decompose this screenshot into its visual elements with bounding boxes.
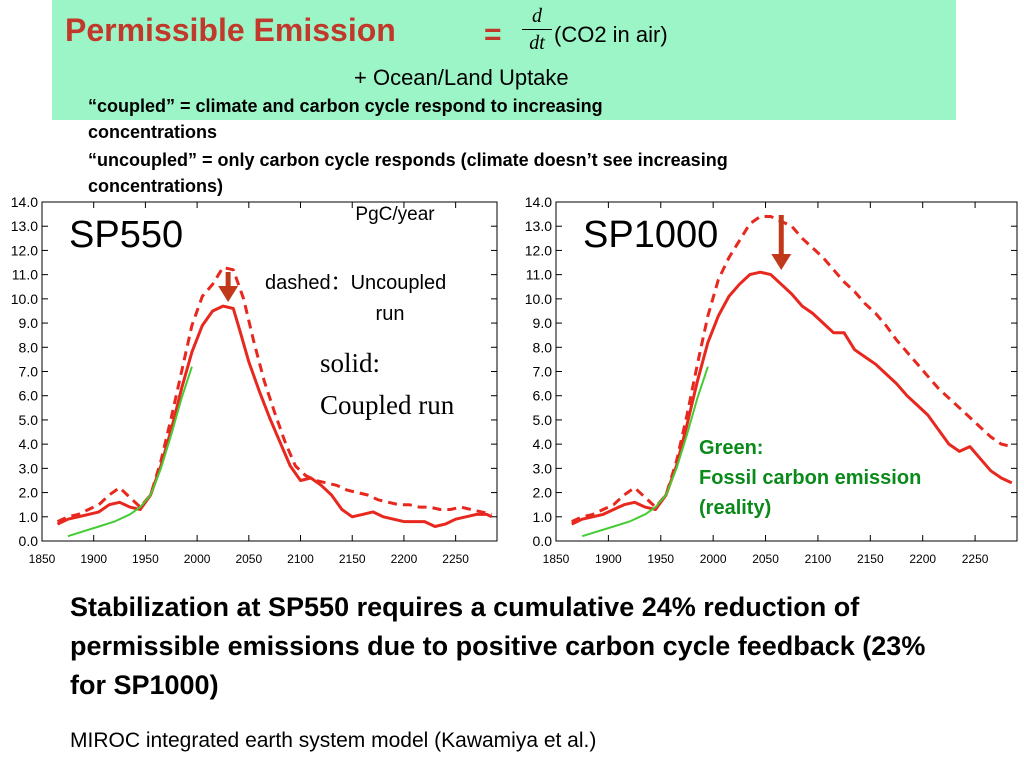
chart-2-ytick-label: 11.0 [526,267,552,283]
definition-coupled-2: concentrations [88,122,218,142]
chart-1-unit-label: PgC/year [355,204,435,225]
chart-2-ytick-label: 5.0 [533,412,553,428]
chart-2-series-fossil-green [581,366,709,538]
emission-charts: 0.0 1.0 2.0 3.0 4.0 5.0 6.0 7.0 8.0 9.0 10.0 11.0 12… [11,194,1018,566]
chart-2-ytick-label: 6.0 [533,388,553,404]
derivative-fraction: d dt [522,4,552,55]
chart-2-xtick-label: 2150 [857,552,884,566]
chart-1-ytick-label: 9.0 [19,315,39,331]
chart-1-xtick-label: 2100 [287,552,314,566]
chart-2-xtick-label: 1850 [543,552,570,566]
derivative-denominator: dt [529,32,545,54]
chart-2-ytick-label: 1.0 [533,509,553,525]
chart-2-ytick-label: 2.0 [533,485,553,501]
title-banner [52,0,956,120]
chart-2-ytick-label: 13.0 [525,218,552,234]
chart-2-xtick-label: 2100 [805,552,832,566]
co2-term: (CO2 in air) [554,22,668,47]
chart-1-ytick-label: 10.0 [11,291,38,307]
chart-1-xtick-label: 2150 [339,552,366,566]
definition-uncoupled-1: “uncoupled” = only carbon cycle responds… [88,150,728,170]
chart-2-xtick-label: 1900 [595,552,622,566]
chart-1-solid-annotation-2: Coupled run [320,390,455,420]
chart-2-ytick-label: 12.0 [525,242,552,258]
chart-1-ytick-label: 11.0 [12,267,38,283]
chart-2-green-annotation-1: Green: [699,437,763,459]
chart-1-xtick-label: 2250 [442,552,469,566]
conclusion-text: Stabilization at SP550 requires a cumula… [70,592,926,700]
chart-2-ytick-label: 0.0 [533,533,553,549]
chart-1-ytick-label: 12.0 [11,242,38,258]
equals-sign: = [484,18,502,51]
model-credit: MIROC integrated earth system model (Kaw… [70,729,597,752]
chart-1-ytick-label: 1.0 [19,509,39,525]
chart-2-ytick-label: 9.0 [533,315,553,331]
chart-2-ytick-label: 4.0 [533,436,553,452]
chart-1-series-uncoupled-dashed [56,265,493,523]
chart-1-xtick-label: 2050 [235,552,262,566]
chart-2-green-annotation-2: Fossil carbon emission [699,467,921,489]
chart-2-xtick-label: 2050 [752,552,779,566]
chart-1-ytick-label: 3.0 [19,460,39,476]
chart-2-xtick-label: 2000 [700,552,727,566]
chart-1-ytick-label: 5.0 [19,412,39,428]
ocean-term: + Ocean/Land Uptake [354,65,569,90]
chart-1-dashed-annotation: dashed：Uncoupled [265,272,446,294]
chart-1-arrow-icon [218,286,239,302]
chart-1-ytick-label: 6.0 [19,388,39,404]
chart-1-xtick-label: 1900 [80,552,107,566]
chart-1-xtick-label: 2000 [184,552,211,566]
chart-2-green-annotation-3: (reality) [699,497,771,519]
chart-1-xtick-label: 1950 [132,552,159,566]
chart-2-ytick-label: 3.0 [533,460,553,476]
chart-2-xtick-label: 1950 [647,552,674,566]
chart-2-panel-label: SP1000 [583,214,718,256]
chart-1-ytick-label: 13.0 [11,218,38,234]
chart-2-ytick-label: 8.0 [533,339,553,355]
chart-1-solid-annotation: solid: [320,348,380,378]
chart-2-ytick-label: 10.0 [525,291,552,307]
fraction-bar [522,29,552,30]
chart-1-ytick-label: 8.0 [19,339,39,355]
chart-2-xtick-label: 2200 [909,552,936,566]
chart-1-series-coupled-solid [56,304,493,528]
chart-2-xtick-label: 2250 [962,552,989,566]
chart-1-ytick-label: 4.0 [19,436,39,452]
chart-1-ytick-label: 14.0 [11,194,38,210]
definition-uncoupled-2: concentrations) [88,176,224,196]
chart-2-series-coupled-solid [571,270,1013,526]
chart-1-ytick-label: 7.0 [19,364,39,380]
chart-2-ytick-label: 14.0 [525,194,552,210]
chart-1-xtick-label: 2200 [391,552,418,566]
chart-2-ytick-label: 7.0 [533,364,553,380]
chart-1-series-fossil-green [67,366,193,538]
page-title: Permissible Emission [65,12,396,48]
definition-coupled-1: “coupled” = climate and carbon cycle res… [88,96,603,116]
chart-1-ytick-label: 0.0 [19,533,39,549]
chart-1-panel-label: SP550 [69,214,183,256]
chart-1-xtick-label: 1850 [29,552,56,566]
chart-1-dashed-annotation-2: run [376,303,405,325]
derivative-numerator: d [532,5,542,27]
chart-2-arrow-icon [771,254,792,270]
chart-2-series-uncoupled-dashed [571,215,1013,523]
chart-1-ytick-label: 2.0 [19,485,39,501]
